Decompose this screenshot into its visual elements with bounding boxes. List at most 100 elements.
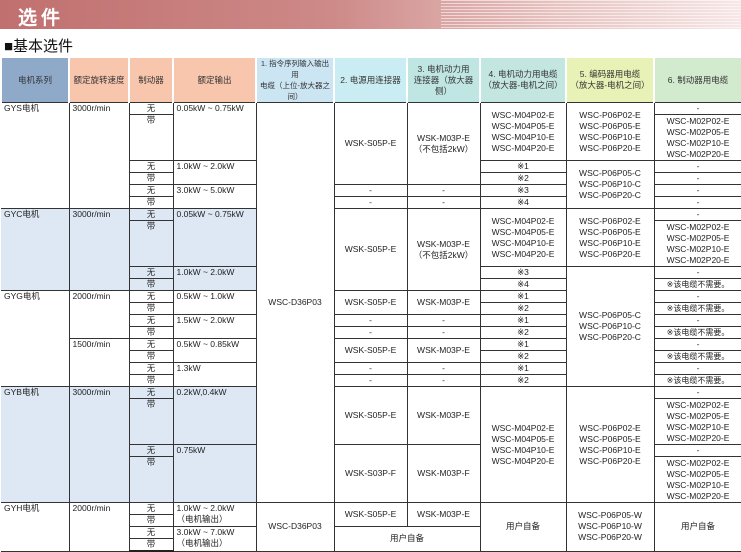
column-header: 3. 电机动力用 连接器（放大器侧）	[406, 56, 481, 103]
column-header: 额定旋转速度	[68, 56, 130, 103]
column-header: 2. 电源用连接器	[333, 56, 408, 103]
table-row: 带 ※4 ※该电缆不需要。	[1, 278, 741, 291]
table-cell: WSK-M03P-E	[406, 338, 481, 363]
table-row: 带 WSC-M02P02-E WSC-M02P05-E WSC-M02P10-E …	[1, 220, 741, 267]
table-cell: 1500r/min	[68, 338, 130, 387]
table-cell: WSK-M03P-E	[406, 502, 481, 527]
table-cell: GYC电机	[1, 208, 70, 291]
table-cell: ※4	[479, 278, 567, 291]
table-cell: -	[653, 102, 741, 115]
table-cell: 无	[128, 160, 174, 173]
table-cell: WSC-M02P02-E WSC-M02P05-E WSC-M02P10-E W…	[653, 456, 741, 503]
table-cell: ※该电缆不需要。	[653, 374, 741, 387]
column-header: 额定输出	[172, 56, 257, 103]
table-cell: -	[406, 314, 481, 327]
table-cell: 0.05kW ~ 0.75kW	[172, 208, 257, 267]
table-cell: WSK-S05P-E	[333, 338, 408, 363]
table-cell: ※4	[479, 196, 567, 209]
table-row: GYH电机 2000r/min 无 1.0kW ~ 2.0kW （电机输出） WSC-D…	[1, 502, 741, 552]
table-cell: 无	[128, 102, 174, 115]
table-cell: WSC-P06P02-E WSC-P06P05-E WSC-P06P10-E W…	[565, 102, 655, 161]
table-cell: -	[653, 208, 741, 221]
table-cell: WSK-M03P-E （不包括2kW）	[406, 208, 481, 291]
table-cell: 无	[128, 526, 174, 539]
table-cell: 无	[128, 266, 174, 279]
table-cell: ※3	[479, 184, 567, 197]
table-cell: 3.0kW ~ 7.0kW （电机输出）	[172, 526, 257, 552]
table-row: 带 WSC-M02P02-E WSC-M02P05-E WSC-M02P10-E …	[1, 456, 741, 503]
table-cell: -	[406, 362, 481, 375]
table-cell: 无	[128, 184, 174, 197]
table-cell: -	[406, 184, 481, 197]
table-cell: WSC-P06P05-C WSC-P06P10-C WSC-P06P20-C	[565, 160, 655, 209]
table-cell: 带	[128, 114, 174, 161]
table-cell: WSC-P06P02-E WSC-P06P05-E WSC-P06P10-E W…	[565, 386, 655, 503]
table-row: 带 - - ※2 ※该电缆不需要。	[1, 374, 741, 387]
table-cell: 1.3kW	[172, 362, 257, 387]
table-cell: -	[653, 160, 741, 173]
column-header: 电机系列	[0, 56, 70, 103]
table-cell: 0.05kW ~ 0.75kW	[172, 102, 257, 161]
table-cell: 带	[128, 514, 174, 527]
table-cell: WSK-M03P-E	[406, 386, 481, 445]
table-cell: ※2	[479, 374, 567, 387]
table-cell: WSK-M03P-E （不包括2kW）	[406, 102, 481, 185]
column-header: 1. 指令序列输入输出用 电缆（上位-放大器之间）	[255, 56, 335, 103]
table-cell: WSK-M03P-E	[406, 290, 481, 315]
table-cell: 2000r/min	[68, 290, 130, 339]
table-row: GYS电机 3000r/min 无 0.05kW ~ 0.75kW WSC-D36P03…	[1, 102, 741, 503]
table-cell: 带	[128, 374, 174, 387]
table-cell: 无	[128, 362, 174, 375]
table-cell: -	[653, 338, 741, 351]
table-header-row: 电机系列 额定旋转速度 制动器 额定输出 1. 指令序列输入输出用 电缆（上位-放大器之…	[0, 56, 741, 103]
table-cell: ※1	[479, 362, 567, 375]
table-row: 带 ※2 ※该电缆不需要。	[1, 350, 741, 363]
table-cell: ※1	[479, 338, 567, 351]
column-header: 制动器	[128, 56, 174, 103]
table-cell: 无	[128, 386, 174, 399]
table-cell: 1.0kW ~ 2.0kW （电机输出）	[172, 502, 257, 527]
table-cell: ※3	[479, 266, 567, 279]
table-cell: WSK-M03P-F	[406, 444, 481, 503]
table-cell: 无	[128, 502, 174, 515]
table-cell: 带	[128, 196, 174, 209]
table-cell: -	[333, 184, 408, 197]
table-cell: 带	[128, 278, 174, 291]
table-cell: GYS电机	[1, 102, 70, 209]
table-cell: -	[653, 362, 741, 375]
table-cell: WSK-S05P-E	[333, 208, 408, 291]
table-cell: -	[653, 290, 741, 303]
table-row: 无 3.0kW ~ 5.0kW - - ※3-	[1, 184, 741, 209]
table-cell: ※该电缆不需要。	[653, 326, 741, 339]
table-cell: ※该电缆不需要。	[653, 302, 741, 315]
options-table: 电机系列 额定旋转速度 制动器 额定输出 1. 指令序列输入输出用 电缆（上位-放大器之…	[0, 56, 741, 552]
table-cell: ※2	[479, 172, 567, 185]
table-row: 带 ※2 -	[1, 172, 741, 185]
table-cell: 带	[128, 302, 174, 315]
table-cell: 无	[128, 444, 174, 457]
table-cell: 用户自备	[333, 526, 481, 552]
table-cell: ※1	[479, 290, 567, 303]
table-cell: 0.5kW ~ 0.85kW	[172, 338, 257, 363]
table-cell: GYB电机	[1, 386, 70, 503]
table-cell: -	[333, 326, 408, 339]
table-cell: 带	[128, 326, 174, 339]
table-row: GYC电机 3000r/min 无 0.05kW ~ 0.75kW WSK-S05P-E…	[1, 208, 741, 291]
table-cell: WSC-D36P03	[255, 102, 335, 503]
table-cell: WSC-M02P02-E WSC-M02P05-E WSC-M02P10-E W…	[653, 220, 741, 267]
table-cell: 无	[128, 290, 174, 303]
table-cell: 带	[128, 538, 174, 552]
table-cell: WSC-M04P02-E WSC-M04P05-E WSC-M04P10-E W…	[479, 386, 567, 503]
page-banner: 选件	[0, 0, 741, 29]
table-cell: 3000r/min	[68, 208, 130, 291]
table-cell: WSK-S05P-E	[333, 502, 408, 527]
table-row: 带 WSC-M02P02-E WSC-M02P05-E WSC-M02P10-E …	[1, 398, 741, 445]
table-cell: -	[653, 172, 741, 185]
table-cell: 3.0kW ~ 5.0kW	[172, 184, 257, 209]
table-cell: -	[653, 266, 741, 279]
table-row: 1500r/min 无 0.5kW ~ 0.85kW WSK-S05P-E WSK-M0…	[1, 338, 741, 387]
table-row: GYG电机 2000r/min 无 0.5kW ~ 1.0kW WSK-S05P-E WS…	[1, 290, 741, 387]
table-cell: 1.0kW ~ 2.0kW	[172, 266, 257, 291]
table-cell: WSC-M02P02-E WSC-M02P05-E WSC-M02P10-E W…	[653, 398, 741, 445]
table-cell: -	[653, 314, 741, 327]
